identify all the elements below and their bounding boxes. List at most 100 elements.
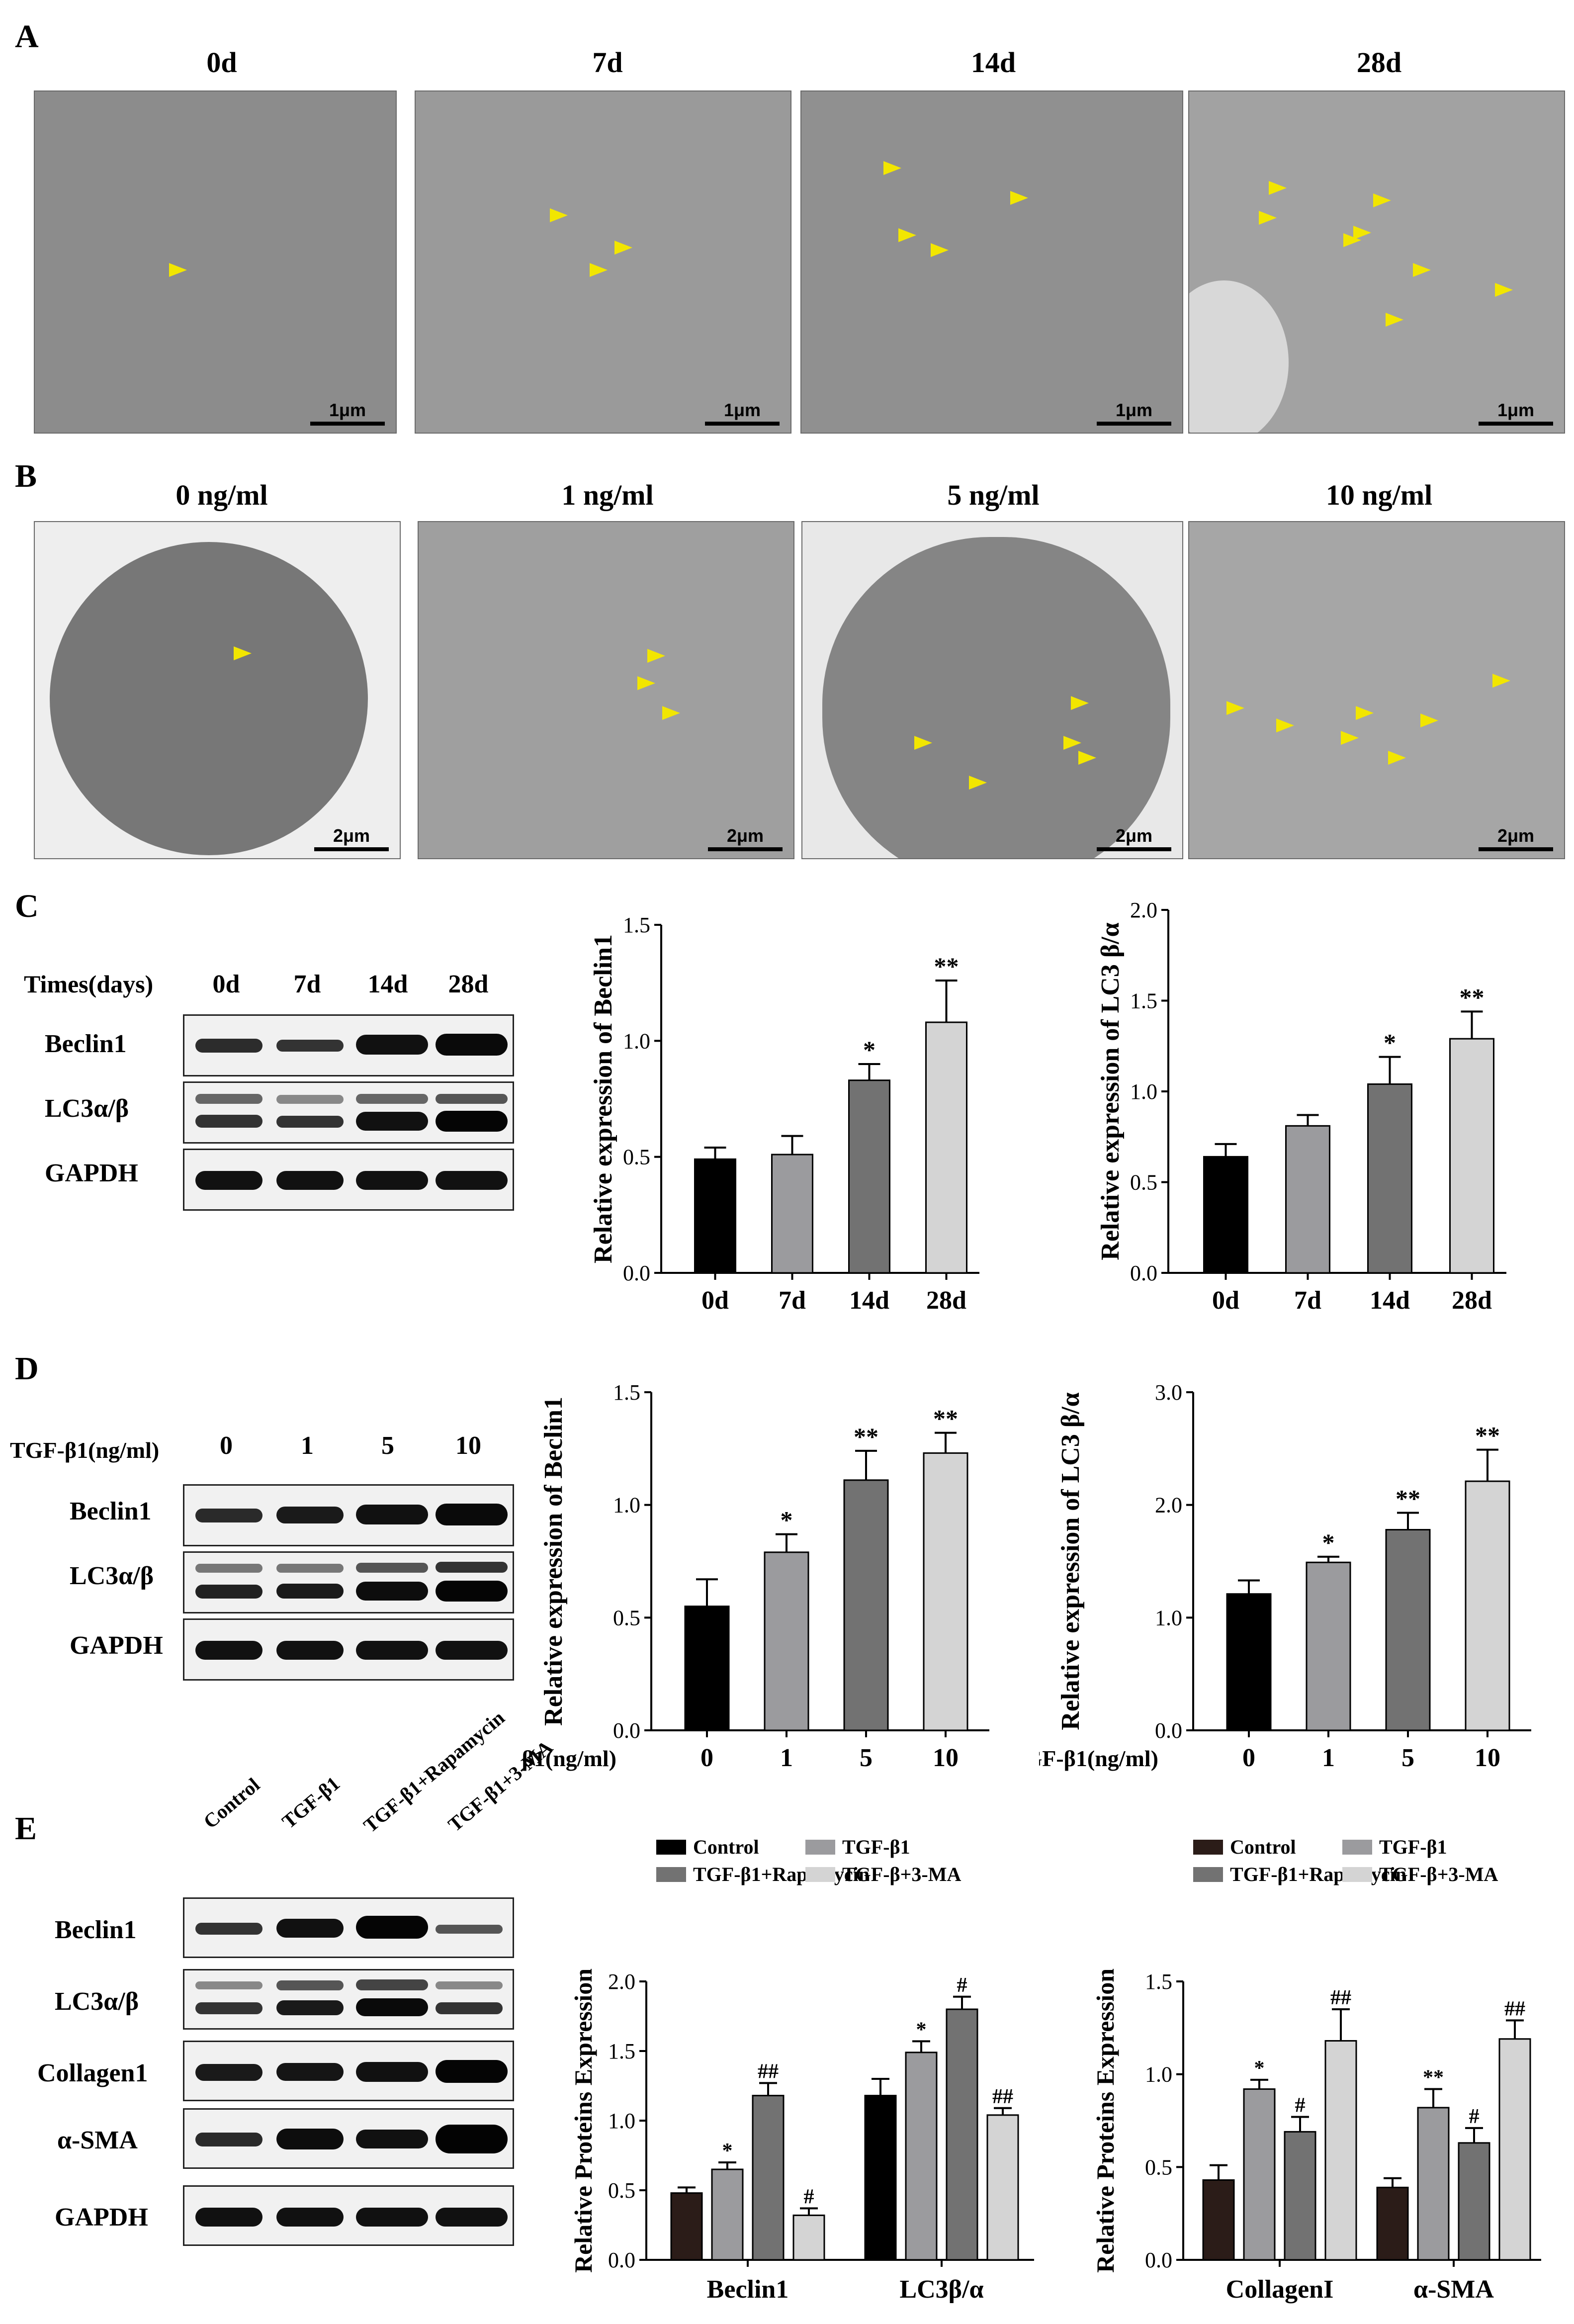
arrow-marker xyxy=(1010,191,1028,205)
bar xyxy=(1285,1125,1330,1274)
x-tick-label: Beclin1 xyxy=(707,2275,789,2304)
x-tick-label: 14d xyxy=(1370,1286,1410,1315)
arrow-marker xyxy=(234,646,252,660)
arrow-marker xyxy=(883,161,901,175)
panel-b-title-1: 1 ng/ml xyxy=(561,479,654,511)
legend-swatch xyxy=(1193,1867,1223,1882)
legend-label: TGF-β1+Rapamycin xyxy=(1230,1863,1406,1885)
d-blot-beclin1 xyxy=(183,1484,514,1546)
arrow-marker xyxy=(1226,701,1244,715)
x-tick-label: 0 xyxy=(700,1744,713,1772)
d-row-label-2: GAPDH xyxy=(70,1631,163,1660)
bar xyxy=(843,1479,889,1731)
x-tick-label: LC3β/α xyxy=(899,2275,983,2304)
x-tick-label: 5 xyxy=(860,1744,873,1772)
e-row-label-1: LC3α/β xyxy=(55,1987,139,2016)
significance-marker: ** xyxy=(1396,1485,1420,1513)
e-lane-1: TGF-β1 xyxy=(277,1772,345,1833)
bar xyxy=(946,2008,978,2261)
bar xyxy=(1385,1529,1431,1731)
bar xyxy=(923,1452,968,1731)
scale-bar: 1μm xyxy=(705,400,780,426)
d-lane-0: 0 xyxy=(220,1431,233,1460)
y-tick-label: 0.5 xyxy=(613,1606,640,1630)
y-tick-label: 1.0 xyxy=(1145,2062,1172,2087)
legend-label: TGF-β1 xyxy=(842,1836,910,1858)
y-tick-label: 0.5 xyxy=(608,2178,635,2203)
c-lane-1: 7d xyxy=(293,970,321,998)
bar xyxy=(1417,2107,1450,2261)
legend-label: TGF-β1+Rapamycin xyxy=(693,1863,870,1885)
arrow-marker xyxy=(1343,233,1361,247)
bar xyxy=(1458,2142,1490,2261)
scale-bar: 2μm xyxy=(708,825,783,851)
bar xyxy=(752,2095,785,2261)
e-blot-collagen1 xyxy=(183,2041,514,2101)
arrow-marker xyxy=(1078,751,1096,765)
arrow-marker xyxy=(1259,211,1277,225)
bar xyxy=(1324,2040,1357,2261)
legend-swatch xyxy=(1342,1867,1372,1882)
bar xyxy=(905,2052,938,2261)
arrow-marker xyxy=(1276,718,1294,732)
legend-label: Control xyxy=(1230,1836,1296,1858)
y-tick-label: 1.0 xyxy=(1155,1606,1182,1630)
em-image-0ng: 2μm xyxy=(34,521,401,859)
x-tick-label: 7d xyxy=(779,1286,806,1315)
legend-label: TGF-β+3-MA xyxy=(842,1863,961,1885)
c-blot-beclin1 xyxy=(183,1014,514,1076)
significance-marker: * xyxy=(1322,1528,1335,1556)
significance-marker: ## xyxy=(758,2060,779,2083)
x-tick-label: 1 xyxy=(1322,1744,1335,1772)
c-lane-2: 14d xyxy=(367,970,408,998)
c-blot-gapdh xyxy=(183,1149,514,1211)
legend-swatch xyxy=(656,1840,686,1855)
arrow-marker xyxy=(1386,313,1403,327)
y-tick-label: 2.0 xyxy=(1155,1493,1182,1518)
significance-marker: * xyxy=(781,1506,793,1534)
panel-label-b: B xyxy=(15,458,37,494)
panel-a-title-2: 14d xyxy=(970,46,1016,79)
bar xyxy=(1203,1156,1248,1274)
bar xyxy=(1465,1480,1510,1731)
panel-label-d: D xyxy=(15,1350,39,1387)
significance-marker: * xyxy=(916,2018,927,2041)
y-tick-label: 0.5 xyxy=(1145,2155,1172,2179)
y-axis-label: Relative expression of Beclin1 xyxy=(539,1397,568,1726)
legend-label: Control xyxy=(693,1836,759,1858)
y-tick-label: 1.0 xyxy=(613,1493,640,1518)
arrow-marker xyxy=(1388,751,1406,765)
e-blot-lc3 xyxy=(183,1969,514,2030)
x-tick-label: 28d xyxy=(1452,1286,1492,1315)
scale-bar: 2μm xyxy=(314,825,389,851)
em-image-0d: 1μm xyxy=(34,90,397,434)
c-lane-0: 0d xyxy=(212,970,240,998)
panel-a-title-1: 7d xyxy=(592,46,623,79)
cell-body xyxy=(822,537,1170,858)
y-tick-label: 1.5 xyxy=(608,2039,635,2063)
significance-marker: # xyxy=(957,1974,967,1997)
y-tick-label: 1.0 xyxy=(1130,1079,1157,1104)
arrow-marker xyxy=(550,208,568,222)
y-tick-label: 0.5 xyxy=(623,1145,650,1169)
legend-label: TGF-β1 xyxy=(1379,1836,1447,1858)
y-tick-label: 0.0 xyxy=(608,2248,635,2272)
chart-d-lc3: 0.0 1.0 2.0 3.0 Relative expression of LC3 β… xyxy=(1039,1380,1531,1772)
arrow-marker xyxy=(647,649,665,663)
bar xyxy=(684,1606,730,1731)
arrow-marker xyxy=(1420,714,1438,727)
panel-label-e: E xyxy=(15,1810,37,1847)
y-tick-label: 1.5 xyxy=(1145,1969,1172,1994)
c-blot-lc3 xyxy=(183,1081,514,1144)
significance-marker: * xyxy=(722,2140,733,2162)
y-tick-label: 1.5 xyxy=(1130,989,1157,1013)
x-tick-label: 5 xyxy=(1401,1744,1414,1772)
panel-label-c: C xyxy=(15,888,39,924)
y-tick-label: 2.0 xyxy=(1130,900,1157,922)
x-tick-label: 10 xyxy=(933,1744,959,1772)
significance-marker: ** xyxy=(1460,983,1485,1011)
significance-marker: ** xyxy=(1475,1422,1500,1449)
x-tick-label: 0d xyxy=(701,1286,729,1315)
e-row-label-0: Beclin1 xyxy=(55,1916,137,1944)
